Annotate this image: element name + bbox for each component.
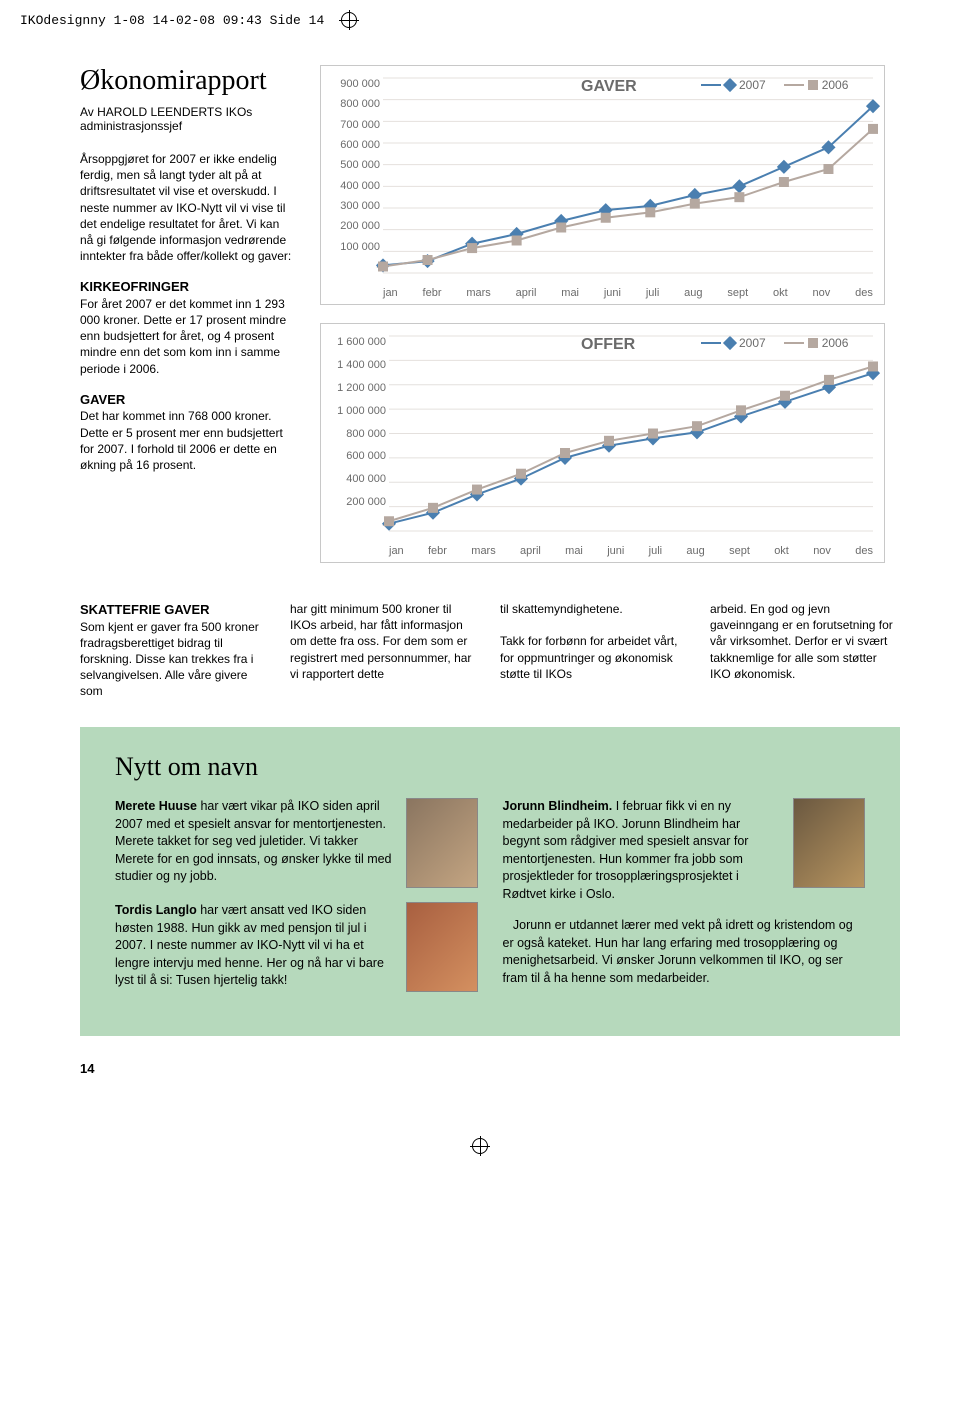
- green-title: Nytt om navn: [115, 752, 865, 782]
- chart-gaver: GAVER20072006900 000800 000700 000600 00…: [320, 65, 885, 305]
- bio-tordis: Tordis Langlo har vært ansatt ved IKO si…: [115, 902, 478, 992]
- bio-name-jorunn: Jorunn Blindheim.: [503, 799, 613, 813]
- crop-mark-top: [339, 10, 359, 30]
- chart-plot-svg: [321, 324, 886, 564]
- bio-name-merete: Merete Huuse: [115, 799, 197, 813]
- subhead-kirkeofringer: KIRKEOFRINGER: [80, 279, 189, 294]
- chart-plot-svg: [321, 66, 886, 306]
- crop-mark-bottom: [470, 1136, 490, 1156]
- bio-jorunn-cont: Jorunn er utdannet lærer med vekt på idr…: [503, 917, 866, 987]
- col3-text: til skattemyndighetene. Takk for forbønn…: [500, 601, 690, 699]
- bio-merete: Merete Huuse har vært vikar på IKO siden…: [115, 798, 478, 888]
- body-gaver: Det har kommet inn 768 000 kroner. Dette…: [80, 409, 283, 472]
- print-header-strip: IKOdesignny 1-08 14-02-08 09:43 Side 14: [0, 0, 960, 35]
- page-title: Økonomirapport: [80, 65, 295, 97]
- section-kirkeofringer: KIRKEOFRINGER For året 2007 er det komme…: [80, 278, 295, 376]
- page-number: 14: [80, 1061, 900, 1076]
- photo-jorunn: [793, 798, 865, 888]
- body-skattefrie: Som kjent er gaver fra 500 kroner fradra…: [80, 620, 259, 699]
- photo-merete: [406, 798, 478, 888]
- byline: Av HAROLD LEENDERTS IKOs administrasjons…: [80, 105, 295, 133]
- section-gaver: GAVER Det har kommet inn 768 000 kroner.…: [80, 391, 295, 473]
- body-kirkeofringer: For året 2007 er det kommet inn 1 293 00…: [80, 297, 286, 376]
- intro-text: Årsoppgjøret for 2007 er ikke endelig fe…: [80, 151, 295, 264]
- photo-tordis: [406, 902, 478, 992]
- subhead-gaver: GAVER: [80, 392, 125, 407]
- bio-name-tordis: Tordis Langlo: [115, 903, 197, 917]
- green-info-box: Nytt om navn Merete Huuse har vært vikar…: [80, 727, 900, 1036]
- bio-jorunn: Jorunn Blindheim. I februar fikk vi en n…: [503, 798, 866, 903]
- col2-text: har gitt minimum 500 kroner til IKOs arb…: [290, 601, 480, 699]
- bottom-text-columns: SKATTEFRIE GAVER Som kjent er gaver fra …: [80, 601, 900, 699]
- subhead-skattefrie: SKATTEFRIE GAVER: [80, 602, 210, 617]
- chart-offer: OFFER200720061 600 0001 400 0001 200 000…: [320, 323, 885, 563]
- header-text: IKOdesignny 1-08 14-02-08 09:43 Side 14: [20, 13, 324, 28]
- col4-text: arbeid. En god og jevn gaveinngang er en…: [710, 601, 900, 699]
